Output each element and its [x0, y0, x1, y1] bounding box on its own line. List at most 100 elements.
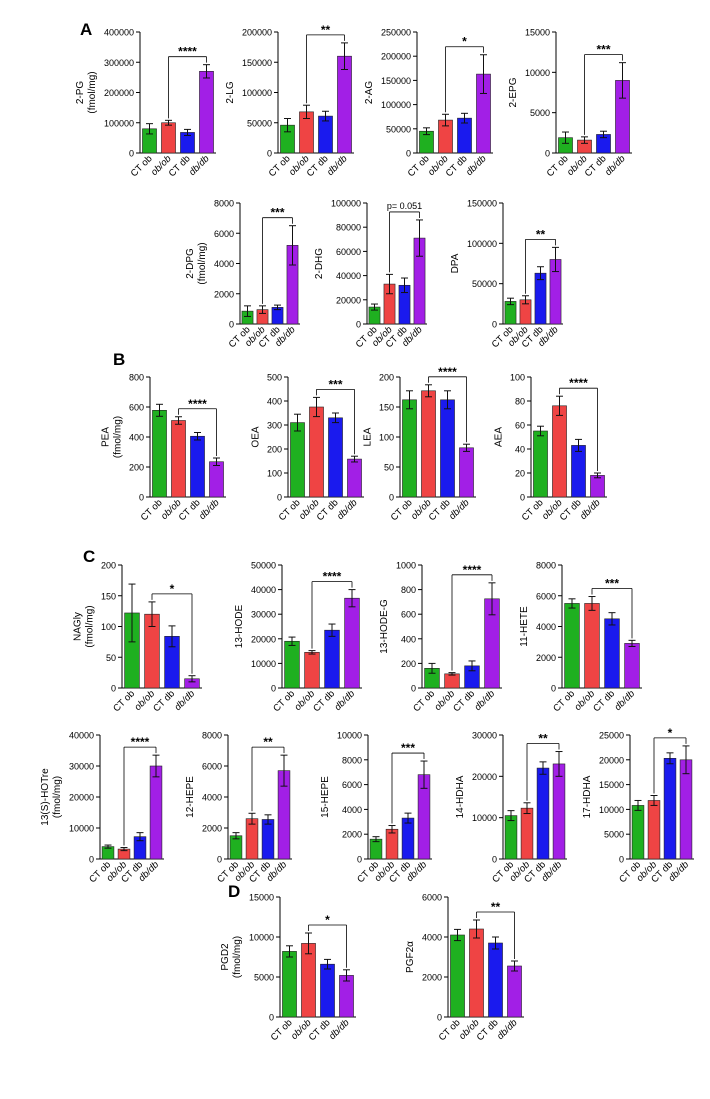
significance-label: * [325, 913, 330, 927]
y-tick-label: 2000 [202, 824, 222, 834]
y-tick-label: 200000 [104, 88, 134, 98]
bar-ct-db [320, 963, 335, 1018]
y-axis-label: 15-HEPE [320, 776, 331, 818]
bar-ob-ob [421, 390, 436, 498]
y-tick-label: 0 [389, 493, 394, 503]
y-axis-label: 11-HETE [519, 606, 530, 647]
y-tick-label: 4000 [422, 933, 442, 943]
significance-label: *** [401, 741, 415, 755]
y-tick-label: 25000 [599, 731, 624, 741]
significance-label: ** [263, 735, 273, 749]
y-axis-label: 13-HODE-G [379, 599, 390, 654]
x-tick-label: CT db [558, 497, 584, 523]
significance-label: *** [605, 577, 619, 591]
bar-ob-ob [309, 406, 324, 498]
significance-label: **** [569, 376, 588, 390]
y-tick-label: 100000 [104, 118, 134, 128]
y-tick-label: 40000 [69, 731, 94, 741]
x-tick-label: CT db [311, 688, 337, 714]
significance-label: *** [328, 377, 342, 391]
y-tick-label: 20000 [472, 772, 497, 782]
y-tick-label: 0 [271, 684, 276, 694]
panel-label-c: C [83, 547, 96, 566]
chart-13SHOTre: 0 10000 20000 30000 40000 13(S)-HOTre (fmol/mg… [40, 731, 164, 885]
y-tick-label: 8000 [342, 755, 362, 765]
significance-label: **** [463, 563, 482, 577]
y-tick-label: 100 [267, 469, 282, 479]
y-tick-label: 200 [101, 561, 116, 571]
y-tick-label: 100000 [381, 100, 411, 110]
y-tick-label: 100 [379, 433, 394, 443]
y-axis-label: (fmol/mg) [87, 71, 98, 113]
y-tick-label: 0 [229, 320, 234, 330]
y-axis-label: 17-HDHA [582, 775, 593, 818]
y-tick-label: 10000 [525, 68, 550, 78]
y-tick-label: 5000 [254, 973, 274, 983]
y-tick-label: 2000 [214, 289, 234, 299]
y-tick-label: 15000 [525, 28, 550, 38]
bar-ob-ob [552, 405, 567, 498]
y-tick-label: 500 [267, 373, 282, 383]
y-tick-label: 0 [406, 149, 411, 159]
y-tick-label: 40000 [336, 271, 361, 281]
y-tick-label: 200 [401, 659, 416, 669]
bar-ob-ob [385, 828, 399, 860]
y-axis-label: 14-HDHA [455, 775, 466, 818]
bar-db-db [149, 765, 163, 860]
y-tick-label: 200 [129, 463, 144, 473]
y-tick-label: 6000 [202, 762, 222, 772]
y-tick-label: 20000 [599, 755, 624, 765]
y-tick-label: 30000 [472, 731, 497, 741]
y-tick-label: 30000 [69, 762, 94, 772]
bar-ct-db [536, 767, 550, 860]
y-tick-label: 5000 [604, 830, 624, 840]
y-tick-label: 8000 [202, 731, 222, 741]
significance-label: ** [321, 23, 331, 37]
y-tick-label: 800 [129, 373, 144, 383]
bar-ct-ob [402, 399, 417, 498]
y-tick-label: 6000 [422, 893, 442, 903]
y-tick-label: 60000 [336, 247, 361, 257]
bar-db-db [590, 475, 605, 498]
y-tick-label: 8000 [214, 199, 234, 209]
y-tick-label: 150000 [467, 199, 497, 209]
bar-ct-ob [533, 430, 548, 498]
y-tick-label: 100000 [242, 88, 272, 98]
panel-label-b: B [113, 350, 126, 369]
y-tick-label: 400 [129, 433, 144, 443]
y-tick-label: 0 [619, 855, 624, 865]
x-tick-label: db/db [578, 497, 603, 522]
x-tick-label: db/db [173, 688, 198, 713]
y-tick-label: 300 [267, 421, 282, 431]
bar-db-db [507, 965, 522, 1018]
x-tick-label: db/db [333, 688, 358, 713]
y-axis-label: 2-LG [225, 81, 236, 103]
y-tick-label: 400 [267, 397, 282, 407]
significance-label: ** [536, 227, 546, 241]
bar-ct-db [534, 272, 547, 325]
y-tick-label: 10000 [337, 731, 362, 741]
y-tick-label: 0 [129, 149, 134, 159]
x-tick-label: CT db [167, 153, 193, 179]
significance-label: *** [270, 206, 284, 220]
bar-ct-db [324, 629, 340, 689]
significance-label: **** [188, 397, 207, 411]
bar-ct-ob [504, 815, 518, 860]
bar-ct-ob [152, 409, 167, 498]
bar-ct-db [190, 435, 205, 498]
y-tick-label: 150 [379, 403, 394, 413]
bar-ct-ob [564, 603, 580, 689]
y-tick-label: 400000 [104, 28, 134, 38]
